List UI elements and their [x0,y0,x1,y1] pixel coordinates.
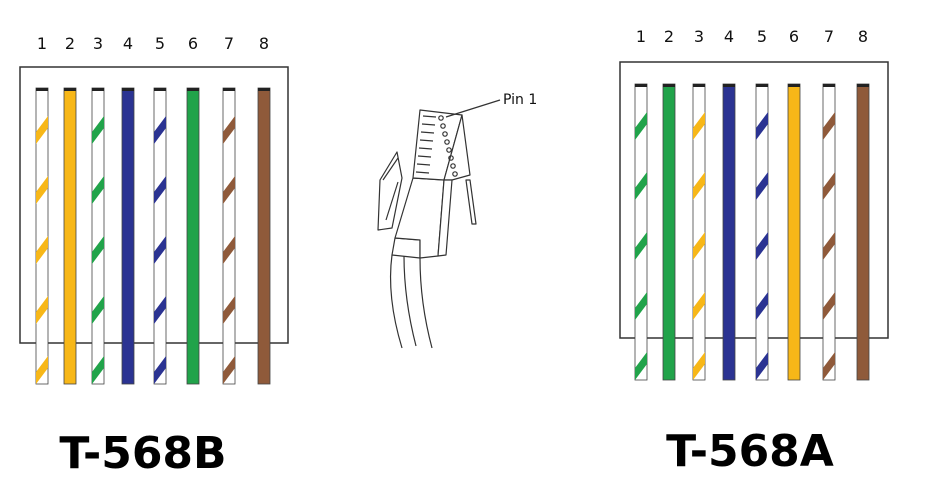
pin-number-8: 8 [858,27,868,46]
t568a-frame [619,61,889,339]
rj45-connector-icon [377,99,501,349]
pin-number-3: 3 [93,34,103,53]
pin-number-7: 7 [224,34,234,53]
wire-pin-7 [822,83,836,381]
wire-pin-1 [634,83,648,381]
pin-number-4: 4 [724,27,734,46]
pin1-label: Pin 1 [503,92,537,108]
wire-pin-3 [692,83,706,381]
t568a-title: T-568A [666,426,834,477]
wire-pin-4 [722,83,736,381]
t568b-title: T-568B [59,428,226,479]
wire-pin-8 [856,83,870,381]
pin-number-7: 7 [824,27,834,46]
wire-pin-1 [35,87,49,385]
pin-number-5: 5 [757,27,767,46]
pin-number-5: 5 [155,34,165,53]
pin-number-2: 2 [664,27,674,46]
wire-pin-3 [91,87,105,385]
pin-number-2: 2 [65,34,75,53]
wire-pin-2 [63,87,77,385]
pin-number-8: 8 [259,34,269,53]
wire-pin-5 [755,83,769,381]
wire-pin-4 [121,87,135,385]
pin1-pointer [445,99,501,118]
wire-pin-5 [153,87,167,385]
wire-pin-6 [787,83,801,381]
wire-pin-8 [257,87,271,385]
pin-number-3: 3 [694,27,704,46]
t568a-wires [634,83,870,381]
pin-number-6: 6 [188,34,198,53]
pin-number-1: 1 [636,27,646,46]
wire-pin-7 [222,87,236,385]
pin-number-1: 1 [37,34,47,53]
pin-number-6: 6 [789,27,799,46]
t568b-wires [35,87,271,385]
wire-pin-2 [662,83,676,381]
pin-number-4: 4 [123,34,133,53]
wire-pin-6 [186,87,200,385]
